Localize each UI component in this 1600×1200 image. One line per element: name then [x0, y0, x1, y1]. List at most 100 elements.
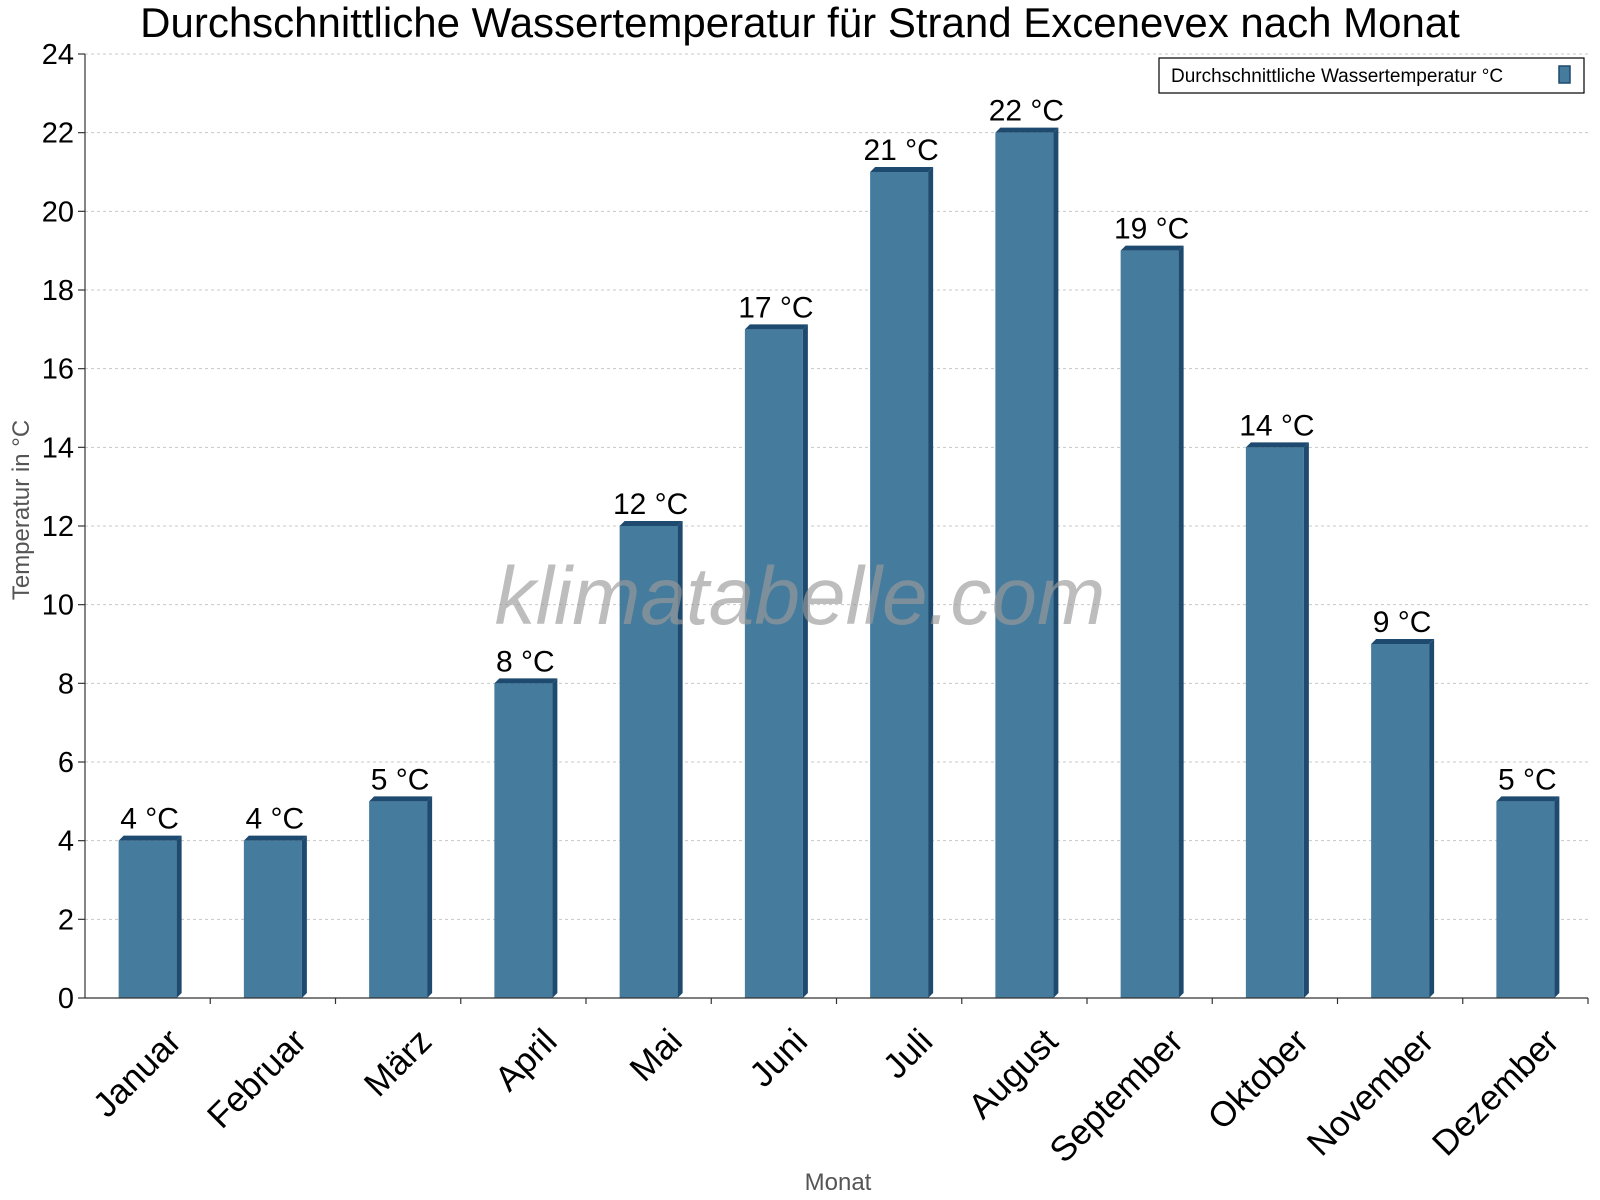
bar-front: [1371, 644, 1430, 998]
bar-front: [744, 329, 803, 998]
bar: [243, 835, 307, 998]
data-label: 5 °C: [1498, 763, 1557, 796]
bar-top: [1496, 796, 1560, 802]
y-tick-label: 12: [42, 511, 74, 543]
bar: [494, 678, 558, 998]
bar-side: [1053, 127, 1059, 998]
legend-swatch: [1558, 65, 1571, 84]
bar-top: [243, 835, 307, 841]
bar-front: [1120, 250, 1179, 998]
bar-side: [677, 521, 683, 998]
x-tick-label: Januar: [86, 1021, 189, 1124]
data-label: 4 °C: [246, 803, 305, 836]
bar-side: [1178, 245, 1184, 998]
data-label: 5 °C: [371, 763, 430, 796]
bar: [1496, 796, 1560, 998]
bar-top: [494, 678, 558, 684]
y-axis-label: Temperatur in °C: [8, 420, 35, 600]
bar-front: [243, 840, 302, 998]
y-tick-label: 18: [42, 275, 74, 307]
bar-side: [1429, 639, 1435, 998]
legend-box: [1158, 57, 1585, 94]
x-tick-label: Februar: [200, 1021, 314, 1135]
data-label: 12 °C: [613, 488, 688, 521]
bar-side: [301, 835, 307, 998]
data-label: 8 °C: [496, 645, 555, 678]
x-tick-label: April: [487, 1022, 564, 1099]
bar-side: [552, 678, 558, 998]
bar-top: [118, 835, 182, 841]
bar-side: [1554, 796, 1560, 998]
bar-top: [744, 324, 808, 330]
data-label: 14 °C: [1239, 409, 1314, 442]
bar-front: [494, 683, 553, 998]
bar: [870, 167, 934, 998]
bar-side: [928, 167, 934, 998]
x-tick-label: Juli: [876, 1022, 941, 1087]
bar-front: [995, 132, 1054, 998]
bar-top: [369, 796, 433, 802]
y-tick-label: 0: [58, 983, 74, 1015]
chart-title: Durchschnittliche Wassertemperatur für S…: [140, 0, 1460, 46]
y-tick-label: 20: [42, 196, 74, 228]
bar: [369, 796, 433, 998]
y-tick-label: 4: [58, 826, 74, 858]
bar-side: [802, 324, 808, 998]
data-label: 17 °C: [738, 291, 813, 324]
axes: [78, 53, 1589, 1004]
grid-lines: [85, 53, 1588, 920]
bar: [995, 127, 1059, 998]
bar-top: [1120, 245, 1184, 251]
bar-front: [118, 840, 177, 998]
bar-front: [870, 172, 929, 998]
bar-top: [619, 521, 683, 526]
bar-front: [1496, 801, 1555, 998]
y-tick-label: 14: [42, 432, 74, 464]
bars: [118, 127, 1560, 998]
bar-side: [427, 796, 433, 998]
x-tick-label: Oktober: [1200, 1021, 1316, 1137]
bar-top: [995, 127, 1059, 133]
bar: [1371, 639, 1435, 998]
y-tick-label: 8: [58, 668, 74, 700]
data-label: 21 °C: [863, 134, 938, 167]
y-tick-label: 16: [42, 354, 74, 386]
x-tick-label: März: [357, 1022, 440, 1105]
x-tick-label: Juni: [742, 1022, 815, 1095]
x-tick-label: August: [961, 1021, 1066, 1126]
bar-front: [619, 526, 678, 998]
legend: Durchschnittliche Wassertemperatur °C: [1158, 57, 1585, 94]
bar: [619, 521, 683, 998]
y-tick-label: 24: [42, 39, 74, 71]
legend-label: Durchschnittliche Wassertemperatur °C: [1171, 66, 1503, 87]
data-label: 4 °C: [120, 803, 179, 836]
bar-top: [870, 167, 934, 172]
x-tick-label: Dezember: [1425, 1021, 1567, 1163]
bar: [1120, 245, 1184, 998]
data-label: 9 °C: [1373, 606, 1432, 639]
y-tick-label: 10: [42, 590, 74, 622]
x-tick-label: November: [1300, 1021, 1442, 1163]
bar-side: [176, 835, 182, 998]
y-tick-label: 22: [42, 118, 74, 150]
x-tick-label: Mai: [622, 1022, 689, 1089]
bar: [118, 835, 182, 998]
data-labels: 4 °C 4 °C 5 °C 8 °C 12 °C 17 °C 21 °C 22 °C 19 °…: [120, 95, 1556, 836]
bar: [1245, 442, 1309, 998]
y-tick-label: 2: [58, 904, 74, 936]
bar-front: [1245, 447, 1304, 998]
data-label: 19 °C: [1114, 213, 1189, 246]
x-tick-label: September: [1042, 1021, 1191, 1170]
watermark: klimatabelle.com: [495, 551, 1106, 642]
y-tick-label: 6: [58, 747, 74, 779]
data-label: 22 °C: [989, 95, 1064, 128]
bar-side: [1303, 442, 1309, 998]
x-tick-labels: Januar Februar März April Mai Juni Juli AugustS…: [86, 1021, 1567, 1170]
bar: [744, 324, 808, 998]
x-axis-label: Monat: [805, 1169, 872, 1196]
bar-top: [1245, 442, 1309, 448]
bar-front: [369, 801, 428, 998]
bar-top: [1371, 639, 1435, 644]
